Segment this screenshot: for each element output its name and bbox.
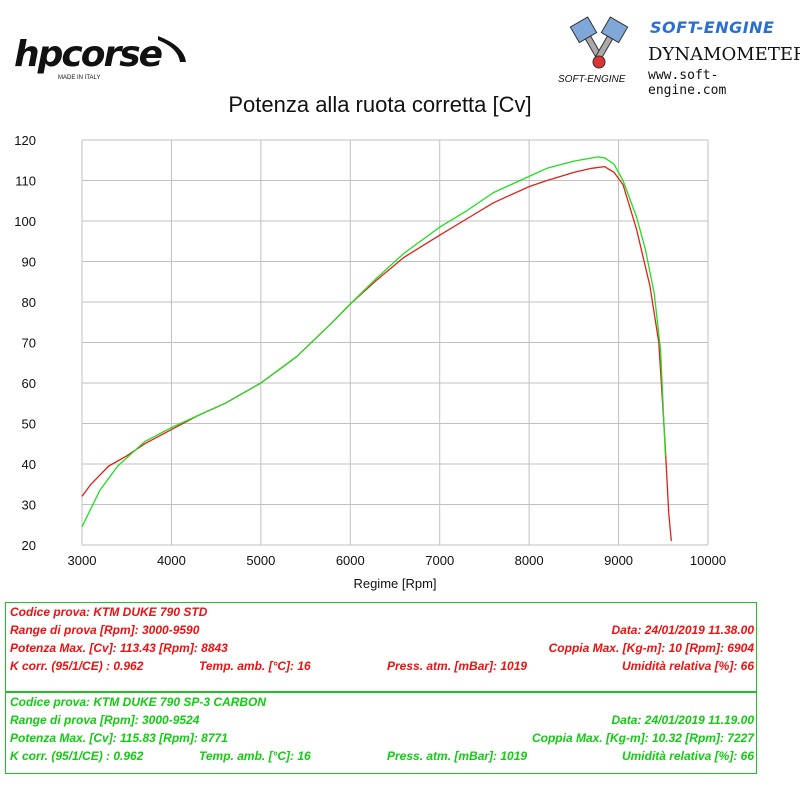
y-ticks: 20 30 40 50 60 70 80 90 100 110 120	[14, 133, 36, 553]
test-humidity: Umidità relativa [%]: 66	[621, 749, 754, 763]
x-tick-label: 10000	[690, 553, 726, 568]
y-tick-label: 120	[14, 133, 36, 148]
test-info-std: Codice prova: KTM DUKE 790 STD Range di …	[5, 602, 757, 692]
test-max-power: Potenza Max. [Cv]: 113.43 [Rpm]: 8843	[10, 641, 228, 655]
hpcorse-logo-subtext: MADE IN ITALY	[58, 75, 101, 81]
series-line-std	[81, 165, 672, 542]
hpcorse-logo: hpcorse MADE IN ITALY	[14, 30, 189, 85]
hpcorse-swoosh-icon	[158, 36, 186, 62]
dynamometers-label: DYNAMOMETERS	[648, 44, 800, 65]
y-tick-label: 50	[22, 417, 36, 432]
test-code: Codice prova: KTM DUKE 790 SP-3 CARBON	[10, 695, 267, 709]
test-pressure: Press. atm. [mBar]: 1019	[387, 659, 528, 673]
x-tick-label: 5000	[246, 553, 275, 568]
x-tick-label: 6000	[336, 553, 365, 568]
soft-engine-mini-text: SOFT-ENGINE	[558, 74, 626, 85]
x-tick-label: 8000	[515, 553, 544, 568]
test-max-torque: Coppia Max. [Kg-m]: 10.32 [Rpm]: 7227	[531, 731, 754, 745]
test-k-corr: K corr. (95/1/CE) : 0.962	[10, 659, 144, 673]
test-info-carbon: Codice prova: KTM DUKE 790 SP-3 CARBON R…	[5, 692, 757, 774]
series-line-carbon	[81, 156, 667, 528]
y-tick-label: 60	[22, 376, 36, 391]
chart-title: Potenza alla ruota corretta [Cv]	[228, 92, 532, 117]
chart-series	[81, 156, 672, 542]
test-code: Codice prova: KTM DUKE 790 STD	[10, 605, 208, 619]
y-tick-label: 80	[22, 295, 36, 310]
y-tick-label: 20	[22, 538, 36, 553]
test-range: Range di prova [Rpm]: 3000-9524	[10, 713, 200, 727]
chart-grid	[81, 139, 709, 546]
y-tick-label: 110	[15, 174, 36, 189]
y-tick-label: 30	[22, 498, 36, 513]
y-tick-label: 100	[14, 214, 36, 229]
y-tick-label: 40	[22, 457, 36, 472]
test-k-corr: K corr. (95/1/CE) : 0.962	[10, 749, 144, 763]
soft-engine-title: SOFT-ENGINE	[650, 18, 775, 37]
pistons-icon	[569, 16, 629, 69]
test-max-power: Potenza Max. [Cv]: 115.83 [Rpm]: 8771	[10, 731, 228, 745]
soft-engine-logo: SOFT-ENGINE SOFT-ENGINE DYNAMOMETERS www…	[552, 10, 800, 98]
x-axis-label: Regime [Rpm]	[353, 576, 436, 591]
x-ticks: 3000 4000 5000 6000 7000 8000 9000 10000	[68, 553, 727, 568]
test-pressure: Press. atm. [mBar]: 1019	[387, 749, 528, 763]
y-tick-label: 70	[22, 336, 36, 351]
test-date: Data: 24/01/2019 11.19.00	[611, 713, 754, 727]
test-date: Data: 24/01/2019 11.38.00	[611, 623, 754, 637]
power-chart: 20 30 40 50 60 70 80 90 100 110 120 3000 4000 5000 60…	[14, 133, 727, 591]
test-range: Range di prova [Rpm]: 3000-9590	[10, 623, 200, 637]
soft-engine-url: www.soft-engine.com	[648, 68, 727, 98]
test-temp: Temp. amb. [°C]: 16	[199, 659, 311, 673]
x-tick-label: 3000	[68, 553, 97, 568]
test-humidity: Umidità relativa [%]: 66	[621, 659, 754, 673]
y-tick-label: 90	[22, 255, 36, 270]
x-tick-label: 4000	[157, 553, 186, 568]
x-tick-label: 7000	[425, 553, 454, 568]
x-tick-label: 9000	[604, 553, 633, 568]
test-max-torque: Coppia Max. [Kg-m]: 10 [Rpm]: 6904	[548, 641, 754, 655]
test-temp: Temp. amb. [°C]: 16	[199, 749, 311, 763]
hpcorse-logo-text: hpcorse	[14, 34, 163, 75]
